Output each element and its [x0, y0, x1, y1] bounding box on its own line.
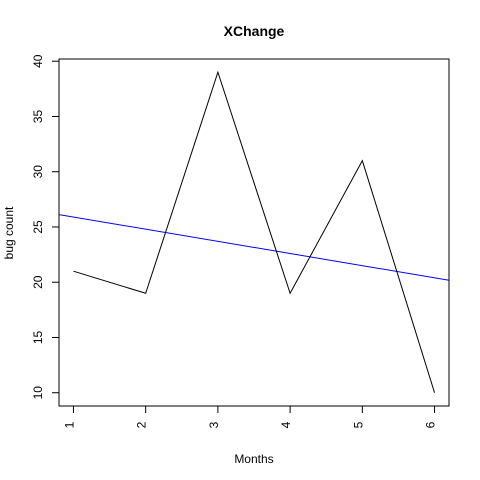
y-tick-label: 35 — [31, 109, 45, 123]
trend-line — [59, 214, 449, 281]
series-layer — [59, 70, 449, 393]
plot-frame — [58, 58, 450, 407]
series-line — [73, 70, 436, 393]
y-tick-label: 10 — [31, 386, 45, 400]
x-tick-label: 2 — [135, 421, 149, 428]
y-tick-label: 15 — [31, 330, 45, 344]
y-tick-label: 30 — [31, 165, 45, 179]
x-tick-label: 4 — [279, 421, 293, 428]
x-tick-label: 1 — [62, 421, 76, 428]
x-tick-label: 5 — [351, 421, 365, 428]
x-tick-label: 3 — [207, 421, 221, 428]
x-tick-label: 6 — [424, 421, 438, 428]
y-axis-title: bug count — [2, 206, 16, 259]
y-axis: 10 15 20 25 30 35 40 — [31, 54, 60, 400]
y-tick-label: 25 — [31, 220, 45, 234]
plot-area — [59, 70, 449, 393]
chart-title: XChange — [224, 23, 285, 39]
x-axis: 1 2 3 4 5 6 — [62, 405, 438, 428]
y-tick-label: 20 — [31, 275, 45, 289]
x-axis-title: Months — [234, 452, 273, 466]
y-tick-label: 40 — [31, 54, 45, 68]
